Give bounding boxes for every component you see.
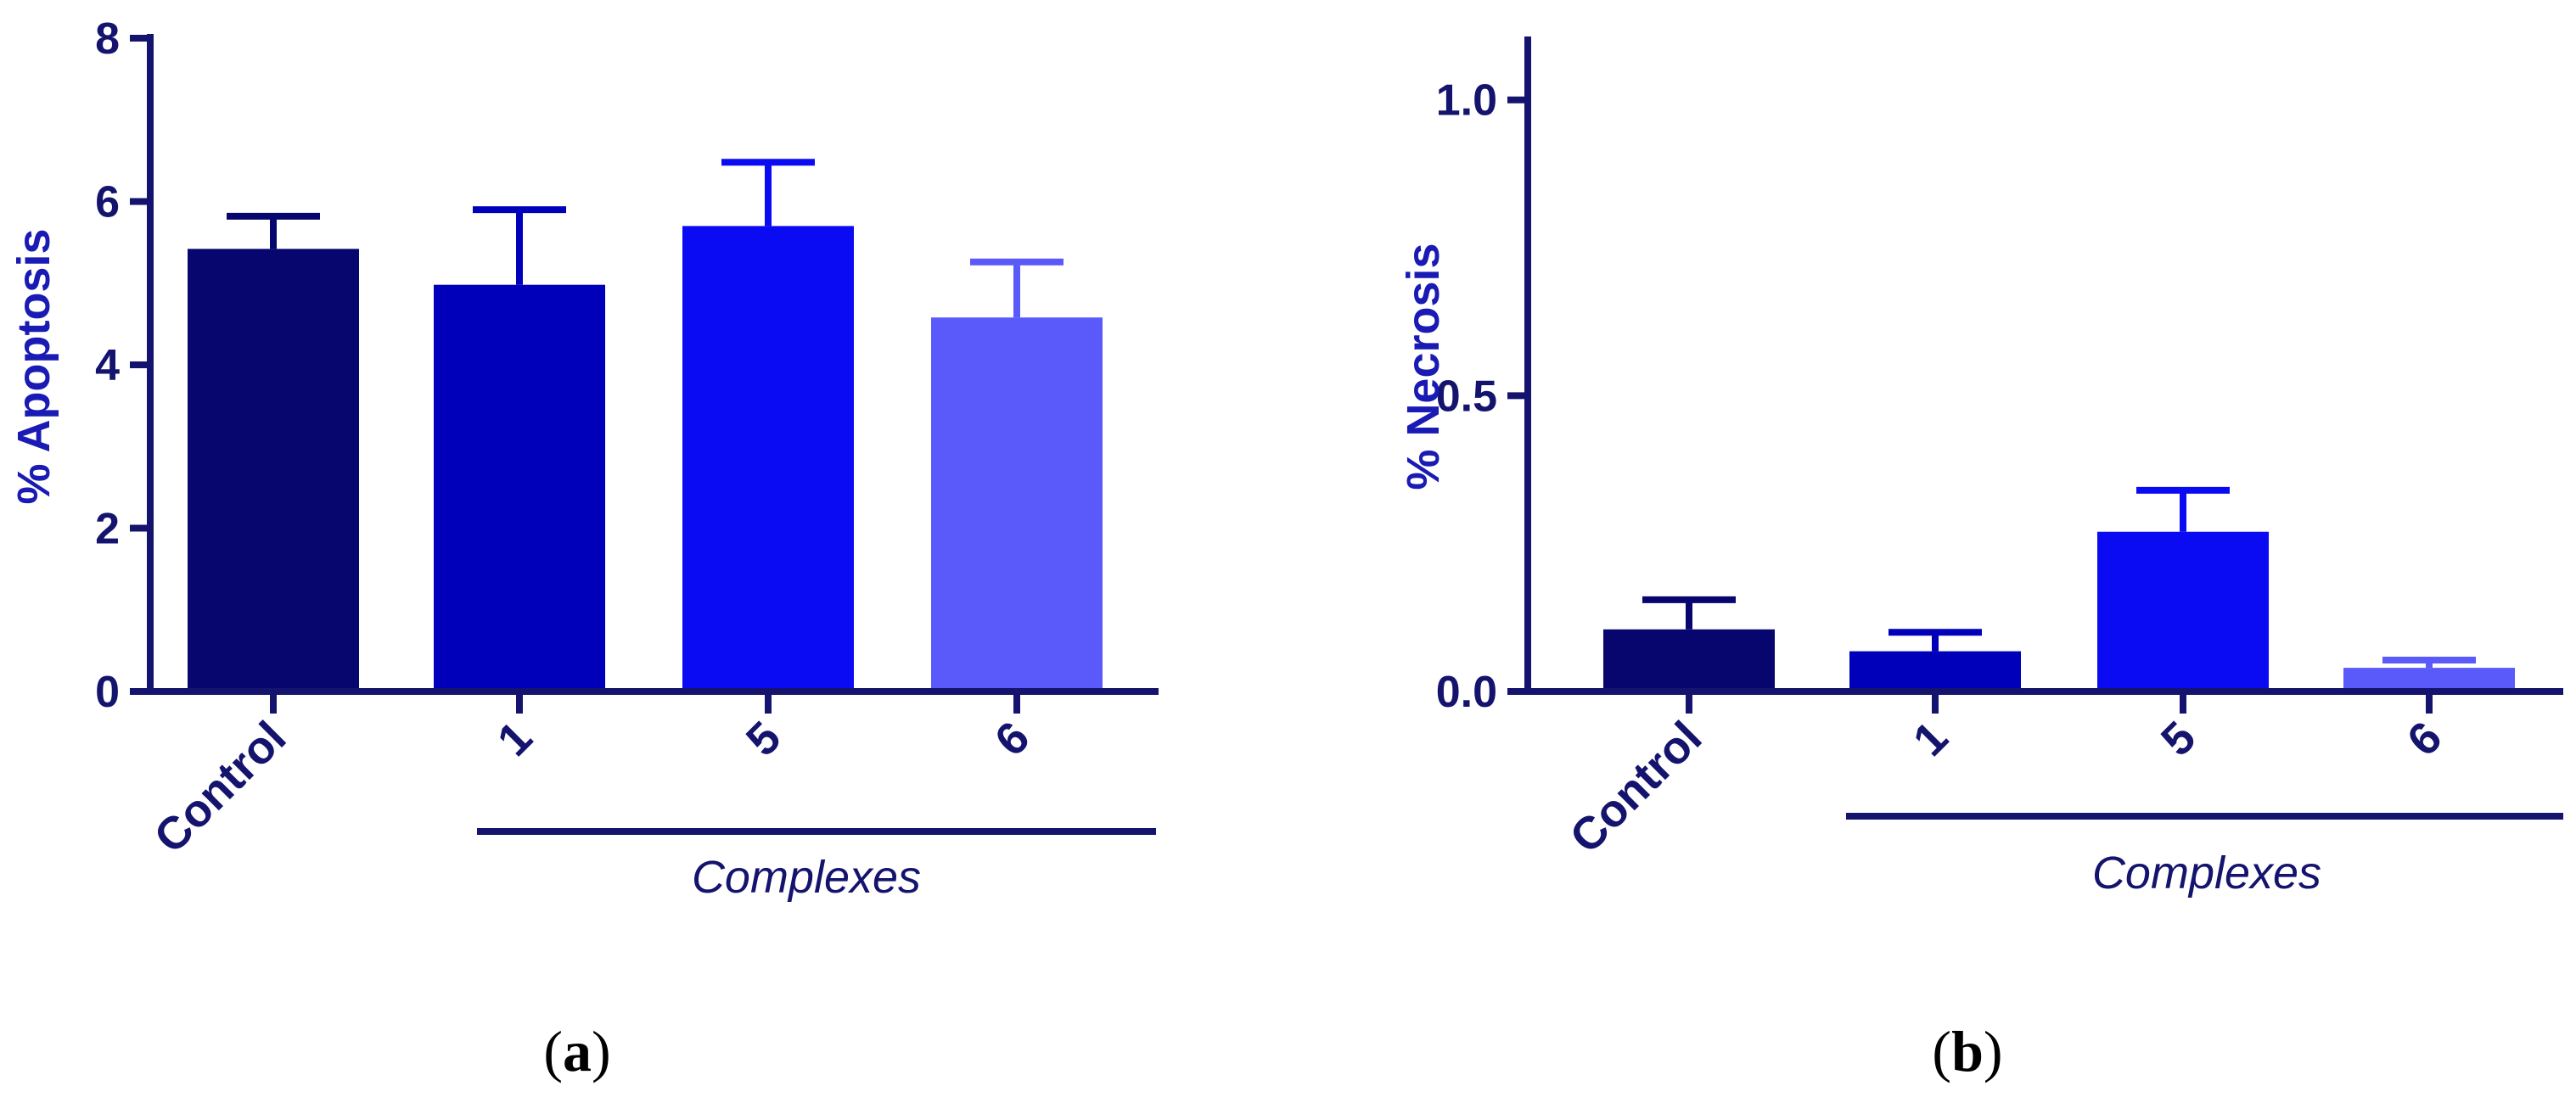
bar-b-control bbox=[1603, 629, 1775, 691]
bar-a-5 bbox=[682, 226, 854, 691]
group-label-a: Complexes bbox=[692, 852, 921, 903]
bar-b-5 bbox=[2097, 531, 2269, 691]
y-tick-label-b: 0.5 bbox=[1436, 372, 1497, 421]
y-tick-label-b: 1.0 bbox=[1436, 76, 1497, 126]
panel-label-a: (a) bbox=[543, 1019, 610, 1083]
group-label-b: Complexes bbox=[2092, 848, 2321, 898]
y-tick-label-a: 2 bbox=[95, 505, 120, 554]
panel-b-necrosis-chart: 0.0 0.5 1.0 Control 1 5 6 % Necrosis Complexes (b… bbox=[1398, 36, 2563, 1083]
x-category-label-a-control: Control bbox=[144, 712, 295, 863]
bar-a-1 bbox=[434, 284, 605, 691]
y-tick-label-a: 0 bbox=[95, 668, 120, 717]
bar-a-6 bbox=[931, 317, 1103, 691]
y-tick-label-a: 4 bbox=[95, 341, 120, 390]
panel-label-letter-b: b bbox=[1951, 1019, 1984, 1083]
x-category-label-a-1: 1 bbox=[488, 712, 542, 766]
panel-a-apoptosis-chart: 0 2 4 6 8 Control 1 5 6 % Apoptosis Complexes (a) bbox=[8, 14, 1159, 1083]
panel-label-close-b: ) bbox=[1984, 1019, 2003, 1083]
panel-label-close-a: ) bbox=[592, 1019, 611, 1083]
panel-label-open-b: ( bbox=[1932, 1019, 1951, 1083]
y-tick-label-a: 6 bbox=[95, 178, 120, 227]
x-category-label-b-5: 5 bbox=[2152, 712, 2206, 766]
x-category-label-b-6: 6 bbox=[2398, 712, 2452, 766]
x-category-label-a-5: 5 bbox=[737, 712, 791, 766]
panel-label-letter-a: a bbox=[563, 1019, 592, 1083]
x-category-label-b-1: 1 bbox=[1904, 712, 1958, 766]
y-axis-title-b: % Necrosis bbox=[1398, 243, 1449, 490]
y-axis-title-a: % Apoptosis bbox=[8, 228, 59, 504]
x-category-label-b-control: Control bbox=[1560, 712, 1711, 863]
bar-b-1 bbox=[1849, 651, 2021, 691]
x-category-label-a-6: 6 bbox=[985, 712, 1040, 766]
panel-label-b: (b) bbox=[1932, 1019, 2002, 1083]
y-tick-label-b: 0.0 bbox=[1436, 668, 1497, 717]
y-tick-label-a: 8 bbox=[95, 14, 120, 64]
panel-label-open-a: ( bbox=[543, 1019, 563, 1083]
bar-b-6 bbox=[2343, 668, 2515, 691]
bar-a-control bbox=[188, 249, 359, 691]
